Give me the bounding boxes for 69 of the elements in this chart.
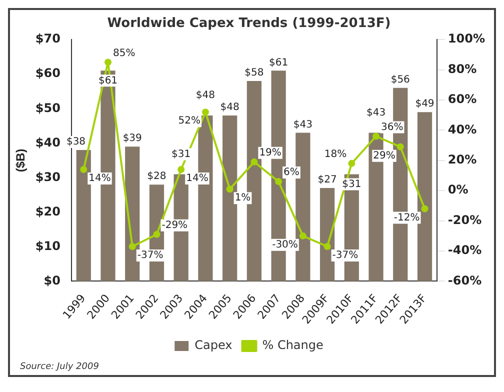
source-note: Source: July 2009: [19, 362, 100, 374]
y-tick-label: $50: [35, 100, 60, 115]
data-label: $27: [318, 174, 337, 186]
point: [396, 143, 404, 150]
bar: [222, 116, 238, 282]
data-label: 6%: [284, 167, 300, 178]
y2-tick-label: -20%: [448, 212, 482, 227]
data-label: 36%: [381, 122, 404, 133]
y-axis-title: ($B): [14, 148, 28, 172]
y2-tick-label: -60%: [448, 273, 482, 288]
data-label: $43: [366, 107, 386, 118]
data-label: 29%: [373, 150, 396, 162]
point: [324, 242, 331, 250]
y-tick-label: $10: [35, 238, 60, 253]
data-label: $31: [342, 178, 362, 190]
point: [104, 58, 112, 66]
y-tick-label: $70: [35, 32, 60, 46]
data-label: $61: [98, 75, 118, 86]
bar: [76, 150, 91, 282]
y2-tick-label: 20%: [448, 152, 477, 167]
data-label: $61: [269, 57, 288, 68]
data-label: 52%: [178, 116, 200, 127]
data-label: $48: [220, 102, 240, 114]
data-label: -12%: [394, 212, 420, 224]
y-tick-label: $30: [35, 170, 60, 184]
data-label: -37%: [137, 250, 164, 262]
data-label: -30%: [272, 240, 298, 251]
y-tick-label: $20: [35, 204, 60, 218]
data-label: $39: [122, 133, 142, 144]
data-label: 18%: [324, 149, 347, 160]
data-label: $28: [147, 171, 166, 182]
data-label: $49: [415, 98, 434, 110]
point: [226, 186, 234, 193]
y2-tick-label: 60%: [448, 92, 477, 106]
data-label: $31: [172, 148, 191, 160]
y2-tick-label: 0%: [448, 182, 468, 197]
point: [202, 108, 209, 116]
data-label: -37%: [332, 250, 358, 262]
data-label: 85%: [112, 48, 136, 59]
point: [275, 178, 282, 186]
data-label: $56: [390, 74, 410, 86]
data-label: 14%: [186, 173, 208, 184]
y2-tick-label: 100%: [448, 32, 486, 46]
data-label: -29%: [162, 220, 188, 232]
data-label: 1%: [234, 192, 251, 204]
point: [421, 205, 428, 212]
data-label: 14%: [88, 173, 111, 184]
data-label: $58: [244, 68, 264, 79]
y2-tick-label: 40%: [448, 122, 477, 136]
point: [348, 160, 356, 167]
y2-tick-label: -40%: [448, 243, 482, 258]
point: [372, 132, 380, 140]
legend-label: Capex: [194, 338, 232, 352]
point: [178, 166, 185, 173]
y-tick-label: $0: [44, 273, 60, 288]
chart-title: Worldwide Capex Trends (1999-2013F): [107, 16, 391, 32]
y-tick-label: $40: [35, 135, 60, 150]
legend-label: % Change: [262, 338, 324, 352]
data-label: $38: [66, 136, 86, 148]
data-label: $43: [293, 119, 312, 130]
y2-tick-label: 80%: [448, 62, 477, 76]
data-label: 19%: [259, 148, 282, 159]
point: [250, 158, 258, 166]
y-tick-label: $60: [35, 66, 60, 80]
point: [299, 232, 306, 240]
point: [153, 230, 160, 238]
point: [80, 166, 88, 173]
point: [128, 242, 136, 250]
data-label: $48: [196, 90, 216, 102]
